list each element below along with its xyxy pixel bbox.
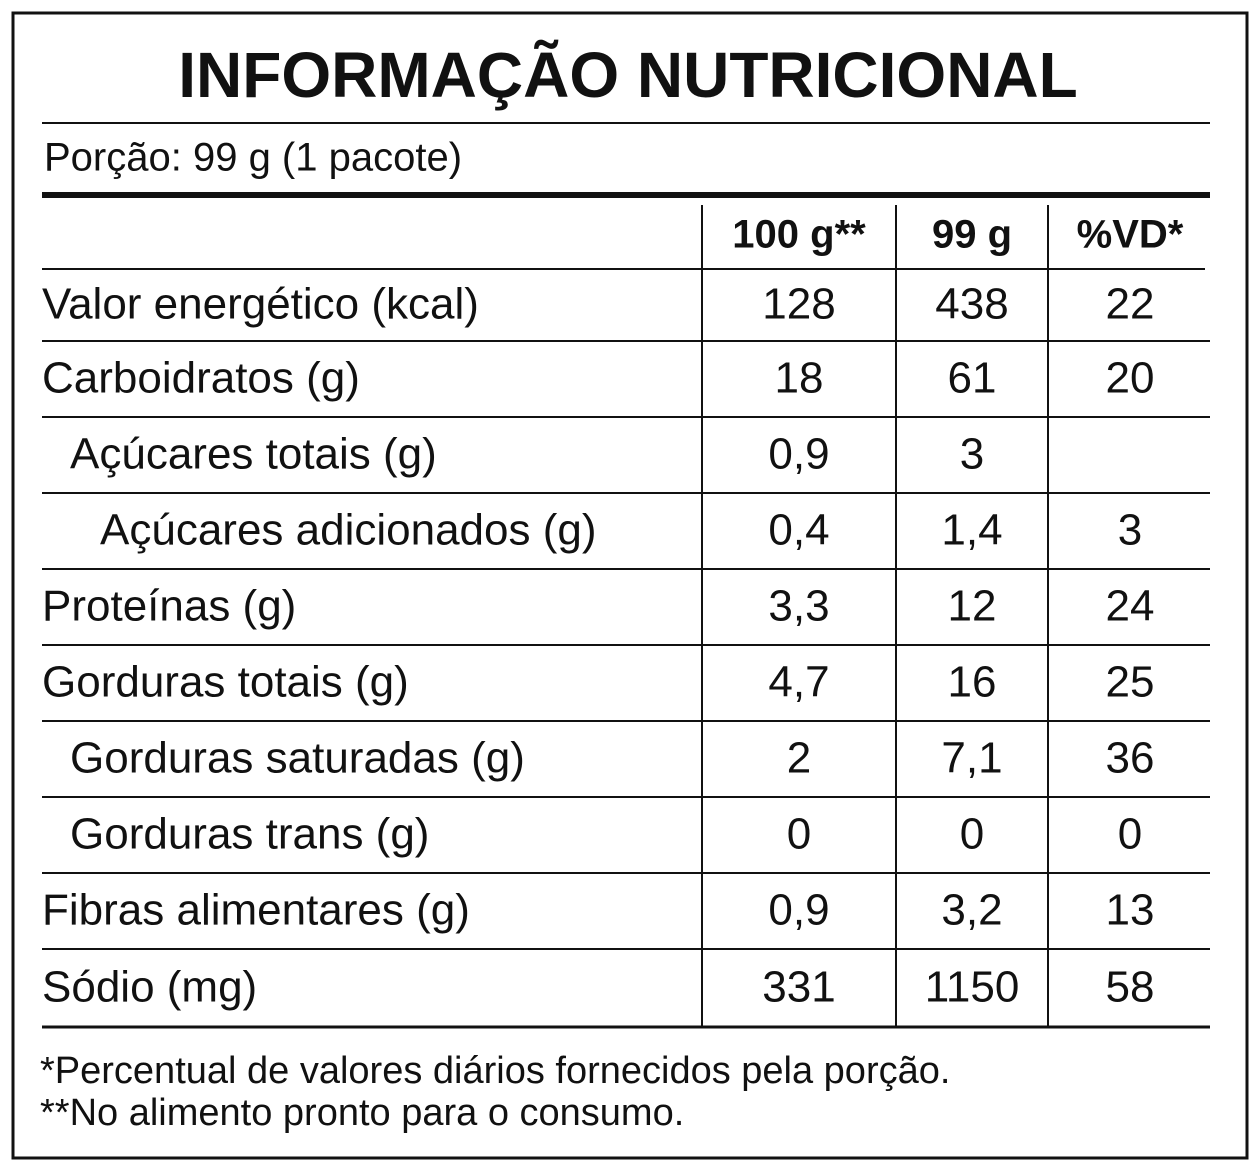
- cell-value: 0: [960, 810, 984, 859]
- cell-value: 25: [1106, 658, 1155, 707]
- cell-value: 16: [948, 658, 997, 707]
- cell-value: 0: [787, 810, 811, 859]
- cell-value: 20: [1106, 354, 1155, 403]
- footnote: *Percentual de valores diários fornecido…: [40, 1050, 950, 1092]
- row-label: Carboidratos (g): [42, 354, 360, 403]
- cell-value: 3,2: [941, 886, 1002, 935]
- cell-value: 0,9: [768, 430, 829, 479]
- row-label: Gorduras saturadas (g): [70, 734, 525, 783]
- cell-value: 12: [948, 582, 997, 631]
- cell-value: 61: [948, 354, 997, 403]
- cell-value: 58: [1106, 963, 1155, 1012]
- cell-value: 1,4: [941, 506, 1002, 555]
- row-label: Valor energético (kcal): [42, 280, 479, 329]
- cell-value: 3: [1118, 506, 1142, 555]
- row-label: Proteínas (g): [42, 582, 296, 631]
- cell-value: 36: [1106, 734, 1155, 783]
- cell-value: 331: [762, 963, 835, 1012]
- cell-value: 22: [1106, 280, 1155, 329]
- cell-value: 0: [1118, 810, 1142, 859]
- row-label: Fibras alimentares (g): [42, 886, 470, 935]
- cell-value: 0,9: [768, 886, 829, 935]
- column-header: 99 g: [932, 213, 1012, 257]
- cell-value: 18: [775, 354, 824, 403]
- cell-value: 24: [1106, 582, 1155, 631]
- column-header: 100 g**: [732, 213, 866, 257]
- cell-value: 0,4: [768, 506, 829, 555]
- footnote: **No alimento pronto para o consumo.: [40, 1092, 684, 1134]
- cell-value: 128: [762, 280, 835, 329]
- row-label: Gorduras totais (g): [42, 658, 409, 707]
- cell-value: 3,3: [768, 582, 829, 631]
- cell-value: 4,7: [768, 658, 829, 707]
- column-header: %VD*: [1077, 213, 1184, 257]
- cell-value: 3: [960, 430, 984, 479]
- cell-value: 1150: [925, 963, 1020, 1012]
- row-label: Gorduras trans (g): [70, 810, 429, 859]
- portion: Porção: 99 g (1 pacote): [44, 136, 462, 180]
- cell-value: 7,1: [941, 734, 1002, 783]
- border: [11, 11, 1249, 1160]
- cell-value: 13: [1106, 886, 1155, 935]
- row-label: Sódio (mg): [42, 963, 257, 1012]
- cell-value: 438: [935, 280, 1008, 329]
- cell-value: 2: [787, 734, 811, 783]
- row-label: Açúcares totais (g): [70, 430, 437, 479]
- row-label: Açúcares adicionados (g): [100, 506, 596, 555]
- title: INFORMAÇÃO NUTRICIONAL: [178, 39, 1077, 111]
